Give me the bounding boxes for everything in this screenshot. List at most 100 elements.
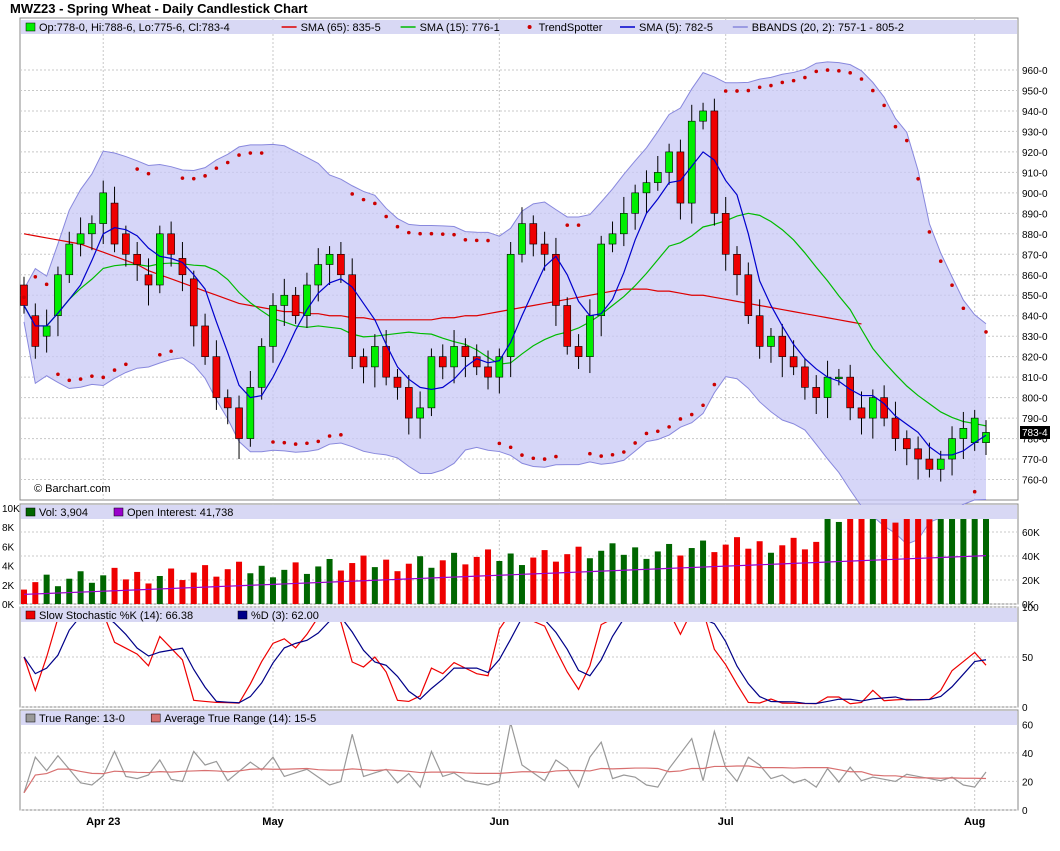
atr-legend-label: True Range: 13-0 <box>39 713 125 725</box>
trendspotter-dot <box>927 230 932 234</box>
candle-body <box>348 274 357 357</box>
candle-body <box>823 376 832 398</box>
trendspotter-dot <box>882 103 886 108</box>
candle-body <box>31 315 40 347</box>
candle-body <box>506 253 515 357</box>
price-legend-bg <box>21 20 1017 34</box>
volume-right-tick: 40K <box>1022 552 1040 563</box>
candle-body <box>552 253 560 306</box>
volume-right-tick: 20K <box>1022 576 1040 587</box>
price-tick-label: 940-0 <box>1022 107 1048 118</box>
volume-bar <box>745 548 752 604</box>
trendspotter-dot <box>769 83 773 88</box>
volume-bar <box>507 553 514 604</box>
candle-body <box>325 253 334 265</box>
stoch-tick: 0 <box>1022 703 1028 714</box>
trendspotter-dot <box>395 224 400 229</box>
trendspotter-dot <box>938 259 943 264</box>
trendspotter-dot <box>825 68 830 72</box>
trendspotter-dot <box>678 417 683 421</box>
candle-body <box>801 366 809 388</box>
candle-body <box>461 346 470 357</box>
trendspotter-dot <box>259 151 264 155</box>
stoch-legend-swatch <box>25 610 36 620</box>
volume-bar <box>32 582 39 604</box>
volume-bar <box>835 521 842 604</box>
trendspotter-dot <box>78 377 83 381</box>
x-tick-label: Apr 23 <box>86 816 120 828</box>
trendspotter-dot <box>667 425 671 429</box>
trendspotter-dot <box>633 441 637 445</box>
candle-body <box>427 356 436 409</box>
candle-body <box>642 182 651 194</box>
trendspotter-dot <box>701 403 705 408</box>
trendspotter-dot <box>305 441 309 446</box>
candle-body <box>812 387 821 398</box>
price-tick-label: 850-0 <box>1022 291 1048 302</box>
trendspotter-dot <box>486 238 490 243</box>
volume-left-tick: 8K <box>2 523 15 534</box>
atr-tick: 0 <box>1022 806 1028 817</box>
bollinger-band-fill <box>24 61 986 545</box>
atr-legend-label: Average True Range (14): 15-5 <box>164 713 316 725</box>
candle-body <box>835 376 843 379</box>
candle-body <box>925 458 934 470</box>
volume-bar <box>394 571 401 604</box>
price-tick-label: 920-0 <box>1022 148 1048 159</box>
candle-body <box>755 315 764 347</box>
volume-bar <box>485 549 492 604</box>
trendspotter-dot <box>180 176 185 180</box>
volume-bar <box>541 550 548 604</box>
volume-bar <box>654 551 661 604</box>
trendspotter-dot <box>440 232 445 236</box>
trendspotter-dot <box>735 89 739 93</box>
bollinger-upper <box>23 61 987 325</box>
trendspotter-dot <box>384 214 388 219</box>
atr-legend-swatch <box>150 713 161 723</box>
candle-body <box>450 346 458 368</box>
trendspotter-dot <box>361 197 366 202</box>
trendspotter-dot <box>237 153 241 157</box>
volume-bar <box>971 511 978 604</box>
price-tick-label: 950-0 <box>1022 86 1048 97</box>
trendspotter-dot <box>124 362 128 367</box>
trendspotter-dot <box>508 445 513 450</box>
price-tick-label: 760-0 <box>1022 476 1048 487</box>
volume-bar <box>21 589 27 604</box>
trendspotter-dot <box>350 192 355 196</box>
candle-body <box>563 305 572 347</box>
candle-body <box>891 417 900 439</box>
x-tick-label: May <box>262 816 284 828</box>
trendspotter-dot <box>712 382 717 387</box>
volume-bar <box>711 552 718 604</box>
atr-legend-bg <box>21 711 1017 725</box>
trendspotter-dot <box>520 453 524 457</box>
atr-tick: 20 <box>1022 777 1034 788</box>
volume-bar <box>213 576 220 604</box>
candle-body <box>337 253 345 276</box>
price-tick-label: 780-0 <box>1022 435 1048 446</box>
x-tick-label: Jun <box>490 816 510 828</box>
trendspotter-dot <box>803 75 807 80</box>
trendspotter-dot <box>135 167 139 171</box>
price-legend-label: BBANDS (20, 2): 757-1 - 805-2 <box>752 22 904 34</box>
candle-body <box>710 110 719 214</box>
watermark: © Barchart.com <box>34 483 111 495</box>
volume-bar <box>677 555 684 604</box>
volume-bar <box>824 511 831 604</box>
volume-bar <box>869 518 876 604</box>
volume-bar <box>156 575 163 604</box>
volume-bar <box>779 545 786 604</box>
volume-bar <box>236 561 243 604</box>
volume-bar <box>134 571 141 604</box>
trendspotter-dot <box>757 85 762 90</box>
volume-bar <box>43 574 50 604</box>
trendspotter-dot <box>622 450 626 454</box>
candle-body <box>540 243 549 255</box>
candle-body <box>314 264 323 286</box>
trendspotter-dot <box>429 231 434 236</box>
candle-body <box>416 407 424 419</box>
volume-bar <box>960 515 967 604</box>
volume-left-tick: 10K <box>2 504 20 515</box>
trendspotter-dot <box>950 283 954 287</box>
